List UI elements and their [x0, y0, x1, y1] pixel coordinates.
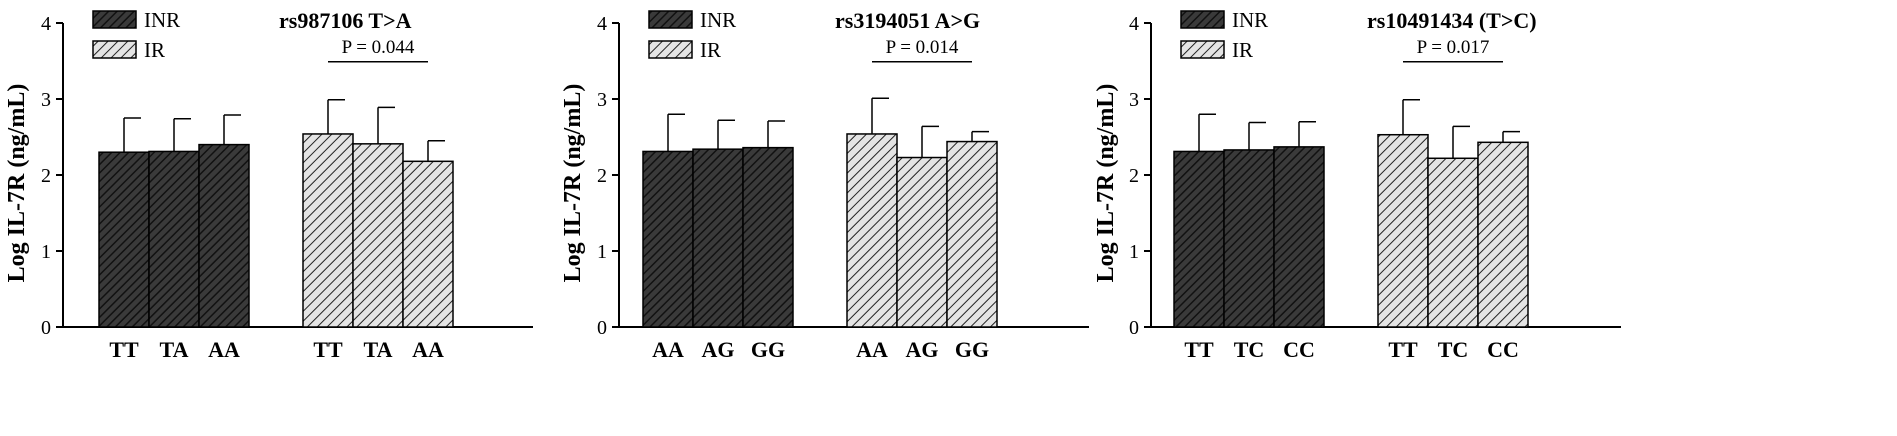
- y-tick-label: 3: [41, 89, 51, 111]
- y-tick-label: 0: [41, 317, 51, 339]
- y-axis-label: Log IL-7R (ng/mL): [560, 84, 586, 283]
- bar: [1427, 157, 1479, 328]
- bar: [692, 148, 744, 328]
- legend-label-inr: INR: [1232, 8, 1268, 32]
- x-category-label: TA: [364, 337, 393, 362]
- bar: [352, 143, 404, 328]
- x-category-label: TT: [109, 337, 139, 362]
- bar: [896, 156, 948, 328]
- x-category-label: GG: [955, 337, 989, 362]
- y-tick-label: 1: [597, 241, 607, 263]
- legend-swatch-ir: [648, 40, 693, 59]
- x-category-label: AA: [412, 337, 444, 362]
- bar: [1223, 149, 1275, 328]
- chart-title: rs987106 T>A: [279, 8, 412, 33]
- legend-swatch-inr: [648, 10, 693, 29]
- chart-title: rs3194051 A>G: [835, 8, 980, 33]
- bar: [302, 133, 354, 328]
- y-tick-label: 2: [41, 165, 51, 187]
- bar: [946, 140, 998, 328]
- x-category-label: GG: [751, 337, 785, 362]
- bar: [642, 150, 694, 328]
- p-value-label: P = 0.014: [886, 37, 959, 58]
- bar: [1173, 150, 1225, 328]
- bar: [402, 160, 454, 328]
- bar: [846, 133, 898, 328]
- y-tick-label: 4: [41, 13, 51, 35]
- legend-label-inr: INR: [700, 8, 736, 32]
- x-category-label: AA: [652, 337, 684, 362]
- legend-label-inr: INR: [144, 8, 180, 32]
- p-value-label: P = 0.044: [342, 37, 415, 58]
- bar: [98, 151, 150, 328]
- x-category-label: CC: [1487, 337, 1519, 362]
- y-tick-label: 3: [1129, 89, 1139, 111]
- x-category-label: TA: [160, 337, 189, 362]
- y-tick-label: 4: [597, 13, 607, 35]
- x-category-label: TC: [1234, 337, 1265, 362]
- legend-label-ir: IR: [1232, 38, 1253, 62]
- y-axis-label: Log IL-7R (ng/mL): [1093, 84, 1119, 283]
- y-tick-label: 4: [1129, 13, 1139, 35]
- legend-label-ir: IR: [144, 38, 165, 62]
- y-tick-label: 3: [597, 89, 607, 111]
- bar: [742, 146, 794, 328]
- legend-swatch-inr: [92, 10, 137, 29]
- y-tick-label: 1: [41, 241, 51, 263]
- legend-swatch-inr: [1180, 10, 1225, 29]
- x-category-label: TT: [1184, 337, 1214, 362]
- x-category-label: AA: [856, 337, 888, 362]
- bar: [1377, 133, 1429, 328]
- y-axis-label: Log IL-7R (ng/mL): [4, 84, 30, 283]
- y-tick-label: 0: [597, 317, 607, 339]
- chart-title: rs10491434 (T>C): [1367, 8, 1537, 33]
- x-category-label: TC: [1438, 337, 1469, 362]
- y-tick-label: 2: [597, 165, 607, 187]
- x-category-label: AA: [208, 337, 240, 362]
- bar: [1273, 146, 1325, 328]
- x-category-label: AG: [702, 337, 735, 362]
- x-category-label: TT: [1388, 337, 1418, 362]
- p-value-label: P = 0.017: [1417, 37, 1490, 58]
- bar: [148, 150, 200, 328]
- x-category-label: TT: [313, 337, 343, 362]
- bar: [198, 143, 250, 328]
- x-category-label: AG: [906, 337, 939, 362]
- y-tick-label: 0: [1129, 317, 1139, 339]
- y-tick-label: 2: [1129, 165, 1139, 187]
- bar: [1477, 141, 1529, 328]
- legend-swatch-ir: [1180, 40, 1225, 59]
- legend-swatch-ir: [92, 40, 137, 59]
- x-category-label: CC: [1283, 337, 1315, 362]
- y-tick-label: 1: [1129, 241, 1139, 263]
- legend-label-ir: IR: [700, 38, 721, 62]
